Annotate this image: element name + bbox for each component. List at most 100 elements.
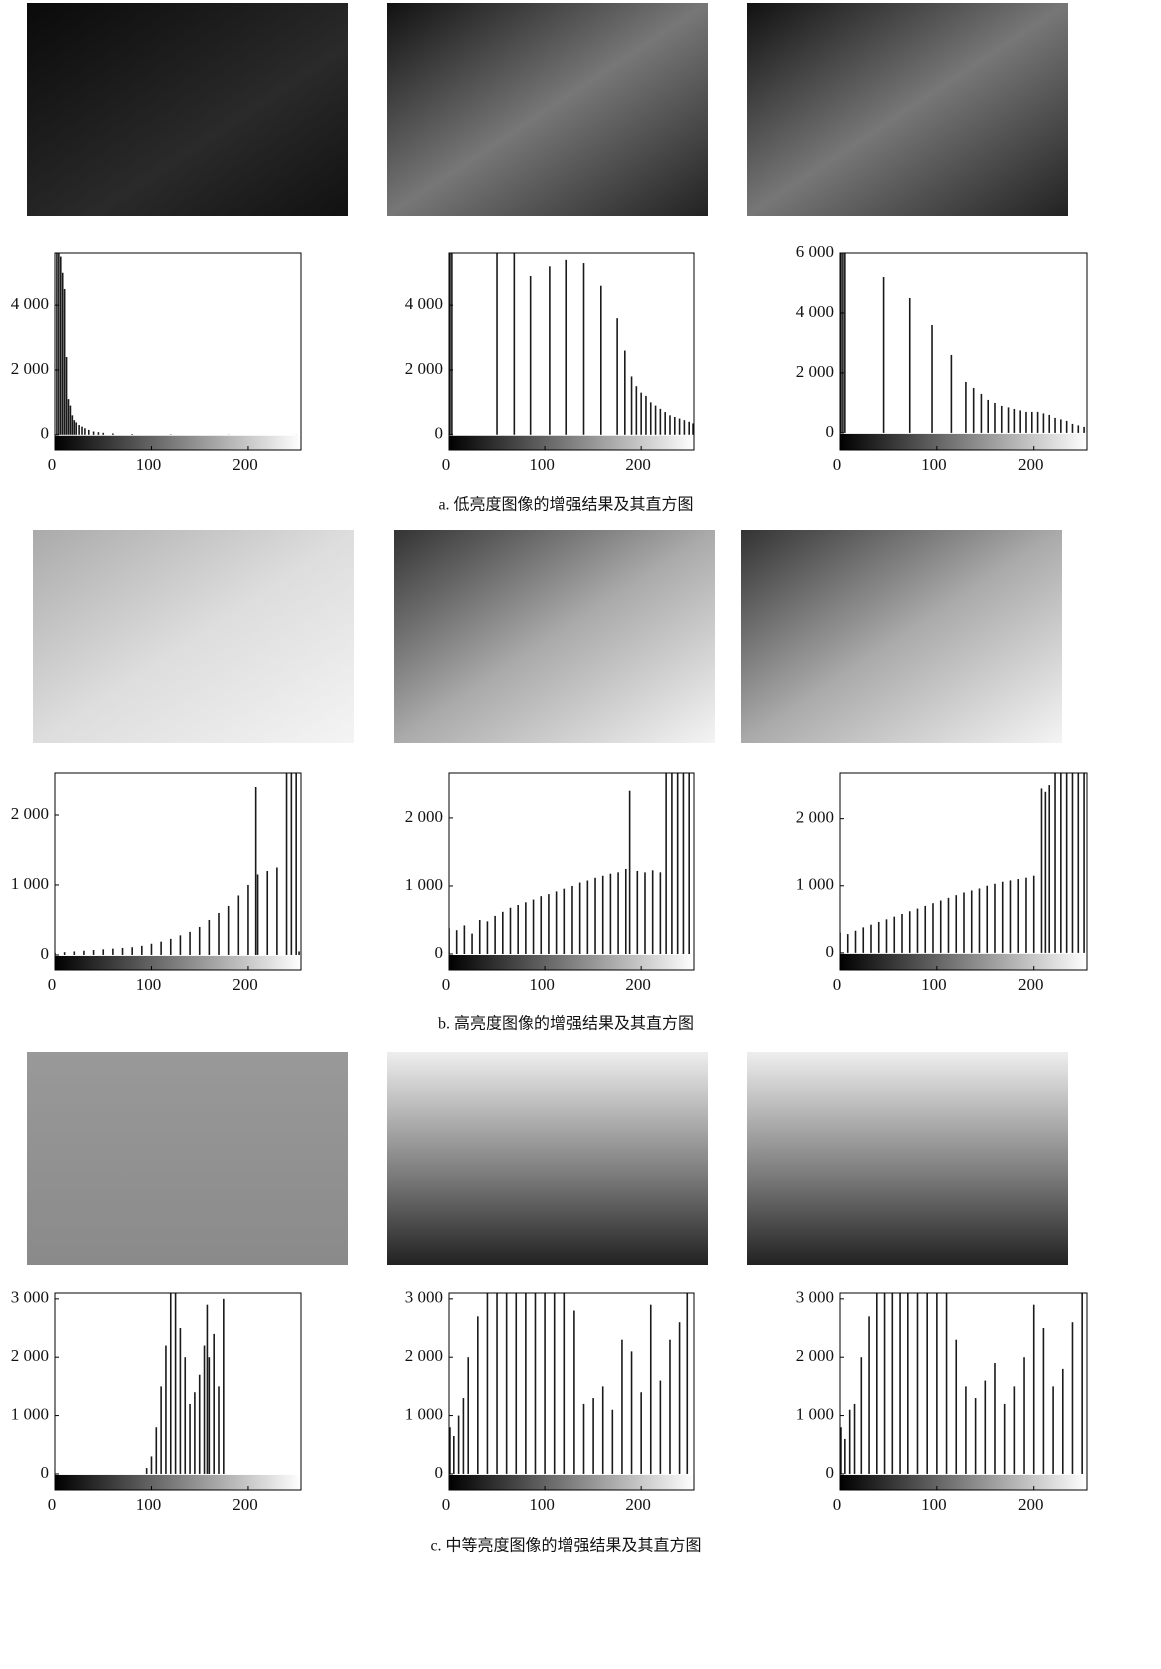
bar xyxy=(899,1293,901,1474)
bar xyxy=(660,1381,662,1474)
bar xyxy=(936,1293,938,1474)
bars xyxy=(449,253,694,434)
bar xyxy=(688,773,690,954)
bar xyxy=(93,950,95,955)
bar xyxy=(684,420,686,435)
bar xyxy=(579,883,581,954)
bar xyxy=(602,876,604,954)
bar xyxy=(994,403,996,433)
bar xyxy=(525,1293,527,1474)
photo xyxy=(27,1052,348,1265)
photo xyxy=(27,3,348,216)
bar xyxy=(151,1456,153,1474)
y-tick-label: 2 000 xyxy=(796,1346,834,1365)
bar xyxy=(612,1410,614,1474)
bars xyxy=(146,1293,225,1474)
y-tick-label: 3 000 xyxy=(796,1288,834,1307)
bar xyxy=(73,951,75,954)
bar xyxy=(131,434,133,435)
bar xyxy=(496,1293,498,1474)
bar xyxy=(1010,880,1012,952)
bar xyxy=(1077,425,1079,432)
bar xyxy=(1066,773,1068,953)
gray-bar xyxy=(55,956,301,970)
bar xyxy=(842,253,844,433)
x-tick-label: 100 xyxy=(529,455,555,474)
photo xyxy=(747,1052,1068,1265)
y-tick-label: 2 000 xyxy=(796,808,834,827)
caption: b. 高亮度图像的增强结果及其直方图 xyxy=(438,1015,694,1033)
bar xyxy=(940,901,942,953)
y-tick-label: 0 xyxy=(826,422,835,441)
bar xyxy=(237,895,239,954)
bar xyxy=(540,896,542,954)
bar xyxy=(640,1392,642,1474)
bar xyxy=(102,949,104,955)
bar xyxy=(975,1398,977,1474)
bar xyxy=(1072,424,1074,433)
bar xyxy=(298,951,300,954)
y-tick-label: 1 000 xyxy=(11,874,49,893)
y-tick-label: 1 000 xyxy=(796,1404,834,1423)
bar xyxy=(209,920,211,955)
bar xyxy=(571,886,573,954)
bar xyxy=(1041,788,1043,952)
bar xyxy=(674,417,676,435)
bar xyxy=(602,1386,604,1474)
bar xyxy=(617,872,619,954)
y-tick-label: 3 000 xyxy=(11,1288,49,1307)
bar xyxy=(994,884,996,953)
x-tick-label: 100 xyxy=(529,1495,555,1514)
bar xyxy=(451,253,453,434)
photo xyxy=(394,530,715,743)
photo xyxy=(741,530,1062,743)
bar xyxy=(549,266,551,434)
bar xyxy=(84,428,86,434)
bar xyxy=(870,925,872,953)
bar xyxy=(926,1293,928,1474)
x-tick-label: 100 xyxy=(921,455,947,474)
figure: a. 低亮度图像的增强结果及其直方图b. 高亮度图像的增强结果及其直方图c. 中… xyxy=(0,0,1161,1664)
bar xyxy=(223,1299,225,1474)
bar xyxy=(924,906,926,953)
gray-bar xyxy=(55,436,301,450)
bar xyxy=(573,1311,575,1474)
bar xyxy=(644,872,646,954)
bar xyxy=(514,253,516,434)
bar xyxy=(98,432,100,435)
bar xyxy=(971,890,973,952)
bar xyxy=(592,1398,594,1474)
bar xyxy=(66,357,68,435)
bar xyxy=(276,867,278,954)
bar xyxy=(544,1293,546,1474)
gray-bar xyxy=(840,1475,1087,1490)
y-tick-label: 0 xyxy=(41,424,50,443)
bar xyxy=(88,430,90,435)
bar xyxy=(973,388,975,433)
y-tick-label: 0 xyxy=(435,424,444,443)
bar xyxy=(583,1404,585,1474)
bar xyxy=(194,1392,196,1474)
x-tick-label: 0 xyxy=(442,455,451,474)
axes-frame xyxy=(55,1293,301,1490)
bar xyxy=(207,1305,209,1474)
bar xyxy=(286,773,288,955)
bar xyxy=(131,947,133,955)
bar xyxy=(616,318,618,435)
bar xyxy=(563,1293,565,1474)
bar xyxy=(184,1357,186,1474)
bar xyxy=(883,277,885,433)
bar xyxy=(471,934,473,954)
bar xyxy=(679,1322,681,1474)
bar xyxy=(255,787,257,955)
x-tick-label: 200 xyxy=(1018,1495,1044,1514)
bar xyxy=(650,402,652,434)
y-tick-label: 4 000 xyxy=(11,294,49,313)
bar xyxy=(688,422,690,435)
bar xyxy=(515,1293,517,1474)
y-tick-label: 2 000 xyxy=(11,1346,49,1365)
bar xyxy=(257,874,259,954)
bar xyxy=(93,432,95,435)
